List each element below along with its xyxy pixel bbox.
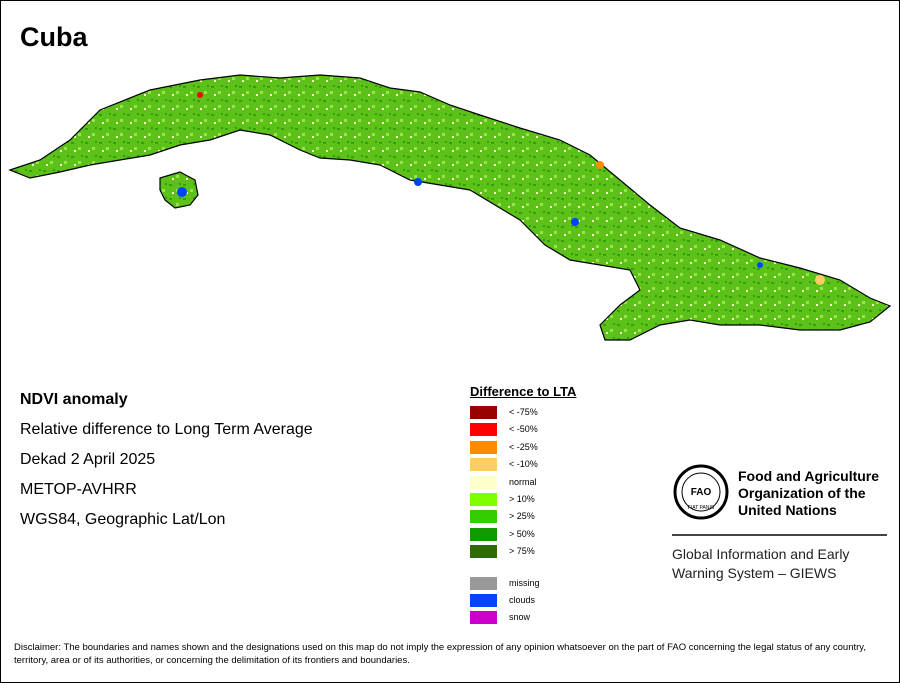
legend-item: snow: [470, 609, 576, 626]
legend-item: clouds: [470, 592, 576, 609]
svg-text:FAO: FAO: [691, 487, 712, 498]
org-name: Food and Agriculture Organization of the…: [738, 468, 880, 518]
map-title: Cuba: [20, 22, 88, 52]
legend-label: > 25%: [509, 511, 535, 522]
legend-swatch: [470, 527, 497, 541]
legend-item: < -50%: [470, 421, 576, 438]
legend-label: > 75%: [509, 546, 535, 557]
legend-swatch: [470, 510, 497, 524]
info-line1: Relative difference to Long Term Average: [20, 421, 313, 438]
legend-label: < -25%: [509, 441, 538, 452]
legend-swatch: [470, 475, 497, 489]
legend-swatch: [470, 458, 497, 472]
legend-item: > 50%: [470, 526, 576, 543]
info-heading: NDVI anomaly: [20, 391, 128, 408]
info-line3: METOP-AVHRR: [20, 481, 137, 498]
legend-item: < -25%: [470, 439, 576, 456]
legend-swatch: [470, 406, 497, 419]
legend-label: > 10%: [509, 493, 535, 504]
info-line4: WGS84, Geographic Lat/Lon: [20, 511, 226, 528]
legend-item: < -75%: [470, 404, 576, 421]
fao-logo-icon: FAO FIAT PANIS: [673, 464, 729, 520]
legend-swatch: [470, 440, 497, 454]
legend-item: < -10%: [470, 456, 576, 473]
giews-name: Global Information and Early Warning Sys…: [672, 546, 850, 581]
legend-swatch: [470, 492, 497, 506]
legend-item: > 75%: [470, 543, 576, 560]
legend-label: < -10%: [509, 459, 538, 470]
cuba-main-island: [8, 74, 892, 341]
legend-label: missing: [509, 577, 540, 588]
legend-item: > 10%: [470, 491, 576, 508]
disclaimer: Disclaimer: The boundaries and names sho…: [14, 642, 866, 666]
info-line2: Dekad 2 April 2025: [20, 451, 156, 468]
legend-label: > 50%: [509, 528, 535, 539]
legend-title: Difference to LTA: [470, 384, 577, 399]
legend-gap: [470, 561, 576, 575]
legend-swatch: [470, 576, 497, 590]
legend-label: < -75%: [509, 407, 538, 417]
org-divider: [672, 534, 887, 536]
legend-item: missing: [470, 575, 576, 592]
legend-label: clouds: [509, 594, 536, 605]
legend-swatch: [470, 423, 497, 437]
legend-swatch: [470, 593, 497, 607]
legend-item: > 25%: [470, 508, 576, 525]
svg-text:FIAT PANIS: FIAT PANIS: [688, 505, 715, 511]
map-info: NDVI anomaly Relative difference to Long…: [20, 390, 313, 540]
legend: Difference to LTA < -75% < -50% < -25% < -1…: [470, 384, 576, 627]
legend-item: normal: [470, 474, 576, 491]
legend-swatch: [470, 545, 497, 559]
legend-rows: < -75% < -50% < -25% < -10% normal > 10% > 25%…: [470, 404, 576, 627]
cuba-map: [8, 74, 892, 341]
legend-label: snow: [509, 612, 531, 623]
legend-swatch: [470, 611, 497, 625]
legend-label: normal: [509, 476, 537, 487]
legend-label: < -50%: [509, 424, 538, 435]
